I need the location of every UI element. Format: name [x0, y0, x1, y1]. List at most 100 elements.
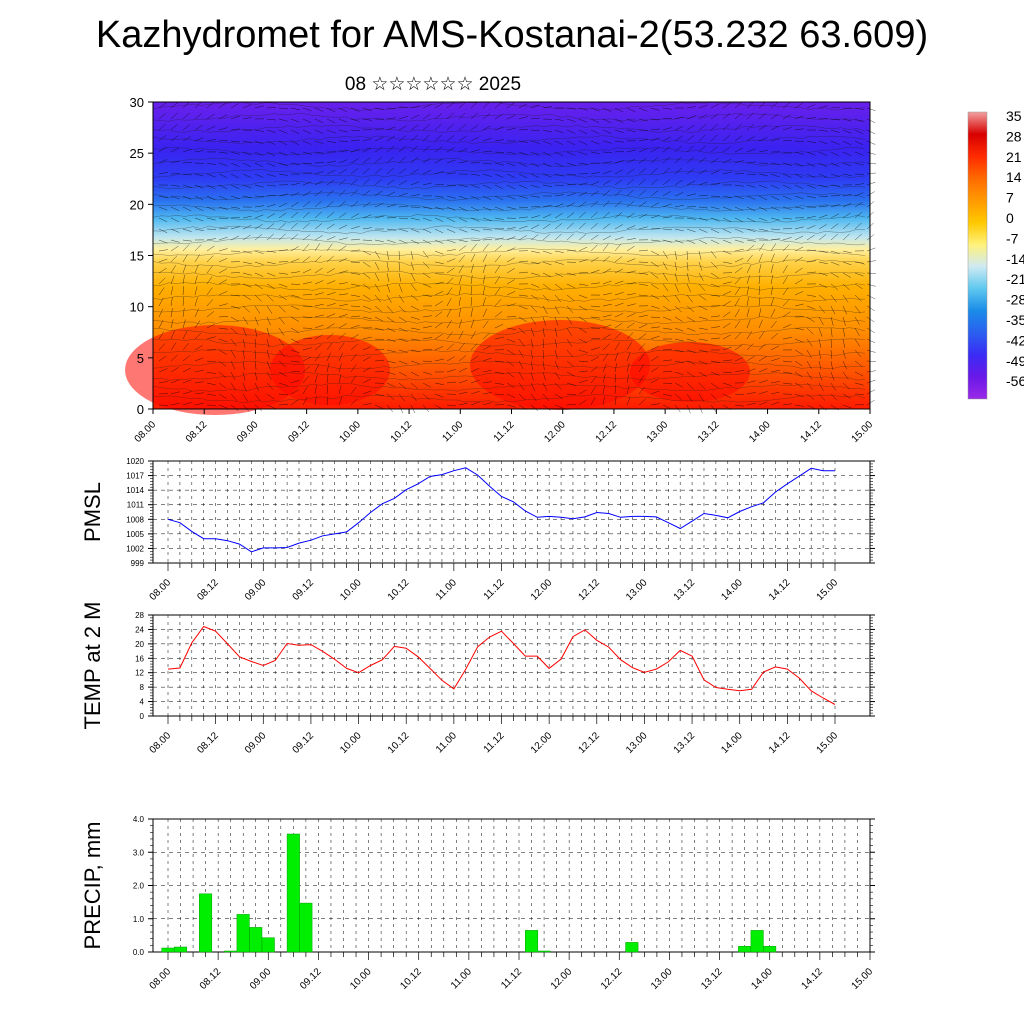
x-tick-label: 15.00 [815, 577, 841, 603]
wind-barb [446, 228, 456, 233]
wind-barb [662, 316, 672, 321]
wind-barb [782, 127, 792, 131]
wind-barb [518, 173, 528, 179]
wind-barb [590, 201, 599, 208]
wind-barb [218, 140, 229, 142]
wind-barb [410, 360, 420, 364]
wind-barb [230, 217, 241, 219]
wind-barb [650, 335, 660, 340]
wind-barb [314, 396, 317, 406]
wind-barb [710, 315, 720, 318]
y-tick-label: 28 [135, 611, 144, 620]
wind-barb [230, 103, 239, 109]
wind-barb [782, 114, 792, 120]
wind-barb [338, 352, 344, 362]
wind-barb [638, 139, 648, 142]
wind-barb [698, 145, 706, 153]
wind-barb [626, 322, 635, 329]
wind-barb [602, 190, 611, 197]
wind-barb [374, 146, 383, 153]
wind-barb [242, 327, 247, 337]
wind-barb [230, 316, 239, 322]
wind-barb [518, 116, 528, 120]
precip-bar [236, 914, 250, 953]
wind-barb [422, 404, 429, 413]
wind-barb [494, 184, 504, 190]
wind-barb [170, 160, 180, 164]
colorbar-label: -49 [1006, 353, 1024, 369]
wind-barb [542, 204, 552, 208]
wind-barb [338, 258, 348, 263]
wind-barb [554, 371, 561, 380]
wind-barb [374, 190, 383, 197]
wind-barb [350, 238, 361, 241]
wind-barb [746, 368, 756, 373]
wind-barb [806, 316, 815, 323]
wind-barb [506, 102, 515, 109]
x-tick-label: 13.12 [696, 419, 722, 445]
wind-barb [242, 195, 252, 199]
wind-barb [494, 336, 504, 340]
wind-barb [446, 184, 457, 186]
wind-barb [398, 294, 405, 303]
wind-barb [470, 379, 480, 384]
wind-barb [446, 147, 455, 153]
wind-barb [722, 146, 731, 153]
wind-barb [350, 249, 360, 252]
wind-barb [818, 105, 828, 109]
wind-barb [194, 275, 198, 285]
wind-barb [410, 316, 420, 320]
wind-barb [746, 101, 754, 109]
wind-barb [782, 324, 792, 329]
series-line [167, 625, 836, 705]
wind-barb [662, 382, 673, 384]
wind-barb [626, 396, 631, 406]
wind-barb [218, 338, 228, 343]
y-axis-label: TEMP at 2 M [80, 602, 105, 730]
wind-barb [566, 107, 576, 110]
wind-barb [194, 369, 204, 373]
wind-barb [446, 239, 456, 244]
wind-barb [854, 404, 865, 406]
wind-barb [854, 107, 864, 110]
wind-barb [386, 136, 395, 142]
wind-barb [710, 360, 720, 363]
wind-barb [818, 151, 828, 156]
wind-barb [446, 356, 455, 362]
wind-barb [590, 129, 600, 135]
wind-barb [362, 157, 371, 164]
wind-barb [590, 190, 599, 197]
wind-barb [626, 293, 636, 296]
x-tick-label: 13.12 [699, 966, 725, 992]
wind-barb [530, 129, 541, 132]
wind-barb [578, 327, 587, 333]
wind-barb [182, 296, 184, 307]
wind-barb [590, 171, 600, 175]
wind-barb [386, 167, 394, 175]
wind-barb [686, 217, 696, 220]
wind-barb [686, 180, 696, 186]
wind-barb [518, 338, 525, 347]
contour-line [152, 394, 866, 403]
wind-barb [218, 258, 228, 263]
wind-barb [710, 134, 718, 142]
wind-barb [806, 195, 816, 199]
wind-barb [566, 272, 576, 276]
wind-barb [818, 162, 828, 168]
wind-barb [218, 248, 228, 252]
wind-barb [206, 287, 213, 296]
wind-barb [362, 367, 371, 373]
wind-barb [266, 283, 275, 289]
wind-barb [578, 211, 586, 219]
wind-barb [746, 112, 754, 120]
wind-barb [194, 392, 204, 395]
wind-barb [374, 167, 382, 175]
wind-barb [866, 272, 877, 274]
wind-barb [194, 124, 203, 131]
wind-barb [470, 124, 479, 131]
colorbar-label: -7 [1006, 230, 1019, 246]
wind-barb [746, 254, 753, 263]
wind-barb [410, 294, 419, 301]
wind-barb [362, 250, 372, 256]
y-tick-label: 1005 [126, 530, 144, 539]
